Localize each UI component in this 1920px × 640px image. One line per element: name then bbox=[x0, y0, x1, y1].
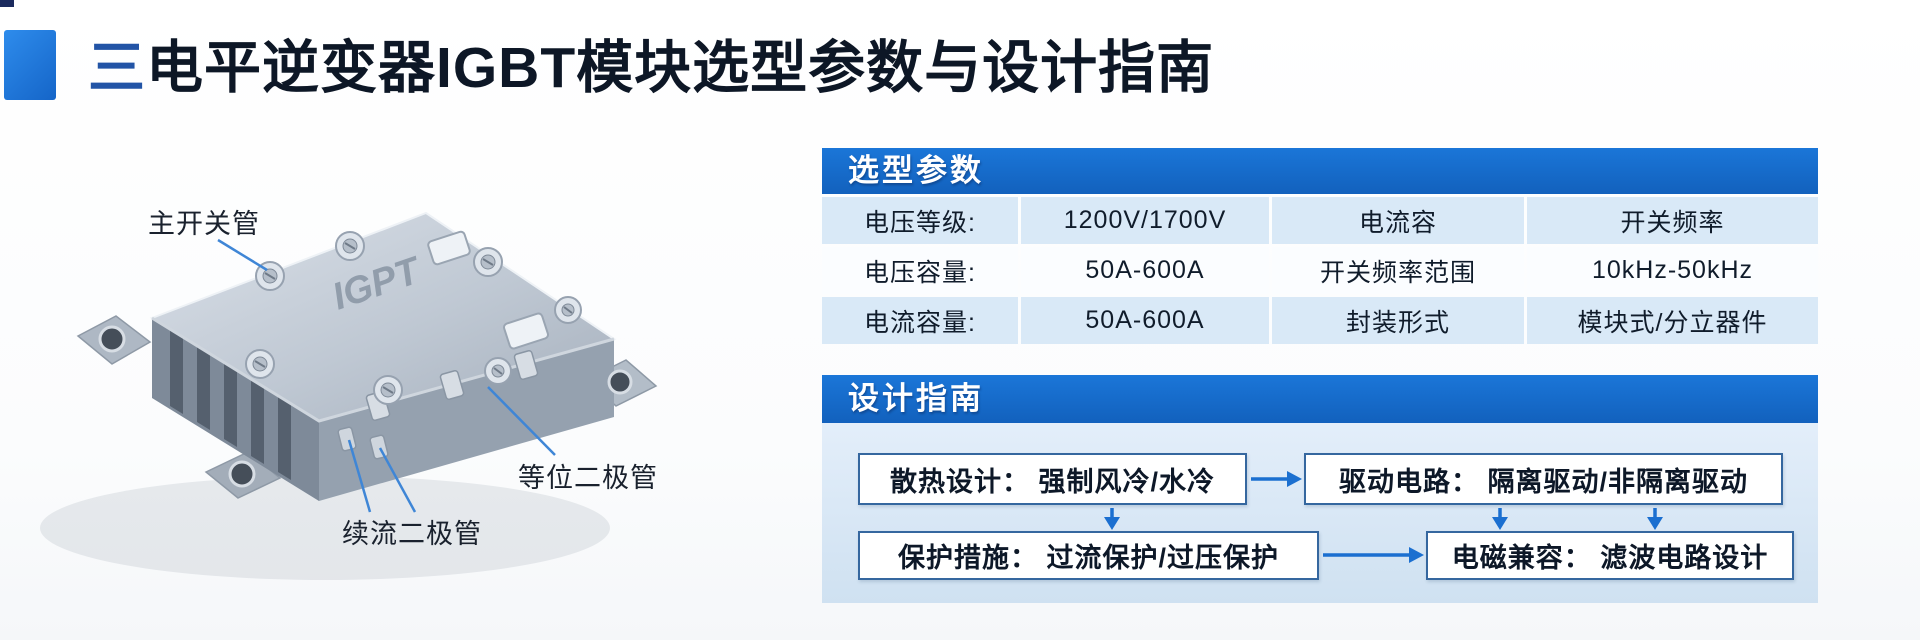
table-cell: 电压容量: bbox=[822, 247, 1018, 294]
screw-icons bbox=[245, 231, 582, 405]
callout-lines bbox=[217, 238, 556, 513]
title-accent-char: 三 bbox=[88, 36, 146, 100]
arrow-down-icon bbox=[1488, 507, 1512, 531]
table-cell: 封装形式 bbox=[1272, 297, 1524, 344]
design-guide-flow: 散热设计： 强制风冷/水冷 驱动电路： 隔离驱动/非隔离驱动 保护措施： 过流保… bbox=[822, 423, 1818, 603]
igbt-module-figure: IGPT 主开关管 等位二极管 续流二极管 bbox=[20, 140, 670, 625]
table-cell: 10kHz-50kHz bbox=[1527, 247, 1818, 294]
page-title: 三电平逆变器IGBT模块选型参数与设计指南 bbox=[88, 22, 1214, 104]
arrow-down-icon bbox=[1100, 507, 1124, 531]
heatsink-fins bbox=[170, 330, 291, 480]
corner-accent bbox=[0, 0, 14, 7]
selection-params-table: 电压等级: 1200V/1700V 电流容 开关频率 电压容量: 50A-600… bbox=[822, 197, 1818, 344]
table-cell: 模块式/分立器件 bbox=[1527, 297, 1818, 344]
table-cell: 开关频率范围 bbox=[1272, 247, 1524, 294]
table-cell: 50A-600A bbox=[1021, 247, 1269, 294]
flow-box-drive: 驱动电路： 隔离驱动/非隔离驱动 bbox=[1304, 453, 1783, 505]
callout-main-switch: 主开关管 bbox=[148, 209, 260, 239]
module-shadow bbox=[40, 476, 610, 580]
selection-params-header: 选型参数 bbox=[822, 148, 1818, 194]
arrow-right-icon bbox=[1321, 544, 1425, 566]
title-accent-square bbox=[4, 30, 56, 100]
selection-params-panel: 选型参数 电压等级: 1200V/1700V 电流容 开关频率 电压容量: 50… bbox=[822, 148, 1818, 344]
flow-box-cooling: 散热设计： 强制风冷/水冷 bbox=[858, 453, 1247, 505]
table-cell: 1200V/1700V bbox=[1021, 197, 1269, 244]
module-right-face bbox=[319, 339, 614, 501]
table-cell: 开关频率 bbox=[1527, 197, 1818, 244]
flow-box-protection: 保护措施： 过流保护/过压保护 bbox=[858, 531, 1319, 580]
arrow-down-icon bbox=[1643, 507, 1667, 531]
module-edge-highlight bbox=[151, 316, 615, 423]
table-cell: 电流容量: bbox=[822, 297, 1018, 344]
terminal-blocks bbox=[337, 230, 549, 460]
flow-box-emc: 电磁兼容： 滤波电路设计 bbox=[1426, 531, 1794, 580]
arrow-right-icon bbox=[1249, 468, 1303, 490]
table-cell: 电压等级: bbox=[822, 197, 1018, 244]
callout-clamp-diode: 等位二极管 bbox=[518, 463, 658, 493]
title-text: 电平逆变器IGBT模块选型参数与设计指南 bbox=[146, 36, 1215, 100]
callout-freewheel-diode: 续流二极管 bbox=[342, 519, 482, 549]
design-guide-panel: 设计指南 散热设计： 强制风冷/水冷 驱动电路： 隔离驱动/非隔离驱动 保护措施… bbox=[822, 375, 1818, 603]
table-cell: 电流容 bbox=[1272, 197, 1524, 244]
table-cell: 50A-600A bbox=[1021, 297, 1269, 344]
mounting-holes bbox=[98, 325, 633, 488]
design-guide-header: 设计指南 bbox=[822, 375, 1818, 423]
module-illustration: IGPT bbox=[40, 211, 658, 580]
